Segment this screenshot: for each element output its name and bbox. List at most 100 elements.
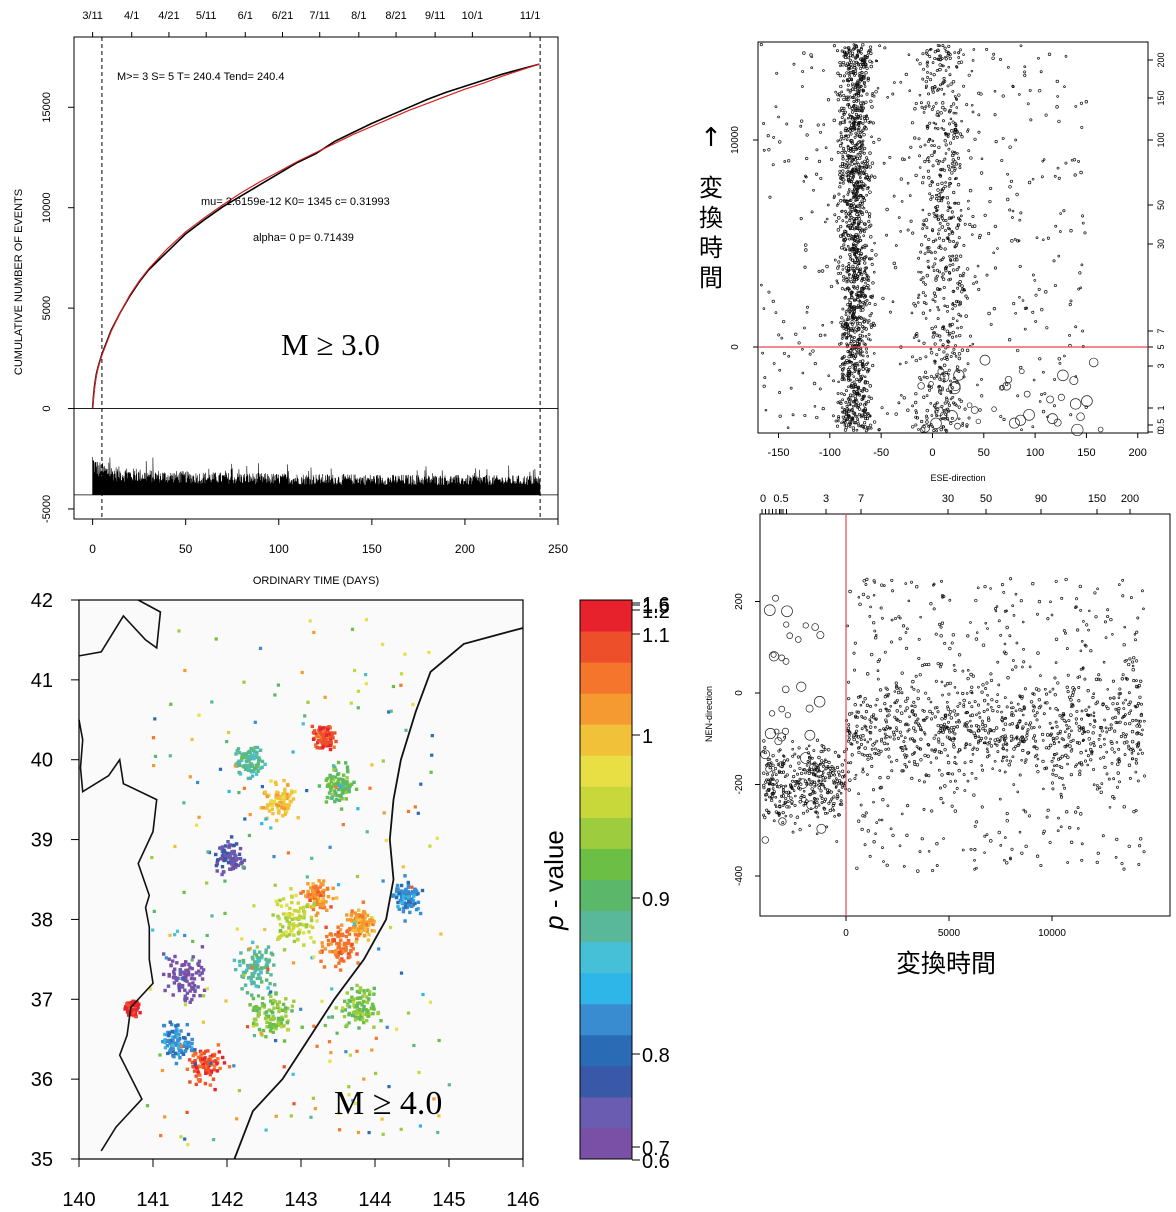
p-value-cell — [341, 778, 346, 783]
p-value-cell — [234, 752, 238, 756]
p-value-cell — [336, 760, 341, 765]
p-value-cell — [348, 1053, 352, 1057]
p-value-cell — [347, 786, 351, 791]
colorbar-band — [580, 693, 632, 725]
p-value-cell — [399, 889, 403, 893]
p-value-cell — [190, 1060, 195, 1065]
p-value-cell — [406, 883, 411, 887]
p-value-cell — [276, 914, 280, 919]
p-value-cell — [437, 1114, 441, 1118]
p-value-cell — [220, 845, 225, 849]
ese-right-tick-label: 5 — [1156, 344, 1166, 349]
p-value-cell — [356, 807, 360, 811]
date-tick-label: 6/1 — [238, 10, 253, 22]
p-value-cell — [204, 1071, 208, 1075]
p-value-cell — [341, 791, 345, 795]
p-value-cell — [214, 1059, 218, 1063]
p-value-cell — [430, 753, 434, 757]
p-value-cell — [259, 1031, 263, 1035]
nen-top-tick-label: 50 — [980, 493, 992, 505]
p-value-cell — [278, 935, 282, 939]
p-value-cell — [179, 1135, 183, 1139]
p-value-cell — [252, 1034, 256, 1038]
ese-y-ticks: 0 10000 — [730, 126, 758, 350]
p-value-cell — [277, 808, 281, 813]
p-value-cell — [251, 1021, 256, 1025]
p-value-cell — [326, 938, 331, 943]
p-value-cell — [197, 959, 202, 963]
p-value-cell — [331, 897, 335, 901]
p-value-cell — [367, 992, 372, 996]
p-value-cell — [269, 799, 273, 803]
latitude-tick-label: 41 — [31, 670, 53, 692]
p-value-cell — [358, 988, 363, 992]
p-value-cell — [315, 888, 319, 892]
p-value-cell — [334, 1006, 338, 1010]
p-value-cell — [406, 890, 411, 894]
p-value-cell — [197, 969, 201, 973]
p-value-cell — [312, 729, 317, 733]
ese-large-point — [1023, 390, 1031, 398]
p-value-cell — [252, 1005, 256, 1010]
p-value-cell — [207, 1057, 211, 1062]
p-value-cell — [227, 845, 232, 849]
p-value-cell — [289, 799, 293, 804]
p-value-cell — [251, 1008, 256, 1012]
p-value-cell — [339, 938, 343, 942]
p-value-cell — [333, 950, 337, 955]
nen-y-tick-label: -400 — [734, 866, 745, 886]
p-value-cell — [171, 1049, 175, 1054]
p-value-cell — [148, 987, 152, 991]
p-value-cell — [246, 963, 250, 968]
p-value-cell — [359, 927, 363, 931]
p-value-cell — [175, 961, 179, 965]
p-value-cell — [280, 801, 284, 805]
x-tick-label: 150 — [362, 542, 382, 556]
p-value-cell — [168, 1049, 172, 1053]
p-value-cell — [401, 890, 405, 894]
x-tick-label: 0 — [89, 542, 96, 556]
p-value-cell — [252, 952, 257, 956]
nen-large-point — [786, 632, 794, 639]
p-value-cell — [406, 903, 411, 908]
p-value-cell — [256, 764, 260, 768]
p-value-cell — [347, 1021, 351, 1025]
p-value-cell — [265, 978, 269, 982]
ese-x-tick-label: 0 — [929, 447, 935, 459]
p-value-cell — [260, 953, 264, 958]
p-value-cell — [151, 928, 155, 932]
p-value-cell — [337, 934, 342, 938]
p-value-cell — [253, 720, 257, 724]
p-value-cell — [145, 1104, 150, 1108]
p-value-cell — [198, 1073, 202, 1077]
p-value-cell — [281, 1002, 286, 1007]
p-value-cell — [264, 1016, 269, 1020]
p-value-cell — [257, 1006, 262, 1011]
p-value-cell — [311, 891, 315, 895]
colorbar-band — [580, 1127, 632, 1160]
p-value-cell — [285, 919, 289, 923]
nen-x-ticks: 0 5000 10000 — [843, 916, 1066, 939]
p-value-cell — [226, 855, 231, 860]
p-value-cell — [205, 987, 209, 991]
p-value-cell — [353, 1011, 358, 1015]
p-value-cell — [201, 968, 206, 972]
p-value-cell — [416, 811, 420, 815]
p-value-cell — [345, 991, 349, 995]
p-value-cell — [252, 964, 256, 968]
p-value-cell — [190, 958, 194, 962]
p-value-cell — [198, 973, 202, 977]
p-value-cell — [357, 913, 361, 917]
p-value-cell — [355, 1049, 359, 1053]
ese-plot-frame — [757, 41, 1149, 434]
p-value-cell — [282, 1024, 286, 1028]
p-value-cell — [277, 1023, 281, 1027]
p-value-cell — [358, 986, 363, 990]
p-value-cell — [291, 1072, 295, 1076]
p-value-cell — [419, 782, 423, 786]
p-value-cell — [206, 1049, 210, 1053]
p-value-cell — [291, 922, 296, 926]
p-value-cell — [404, 890, 409, 894]
p-value-cell — [347, 1093, 351, 1097]
p-value-cell — [174, 977, 178, 981]
